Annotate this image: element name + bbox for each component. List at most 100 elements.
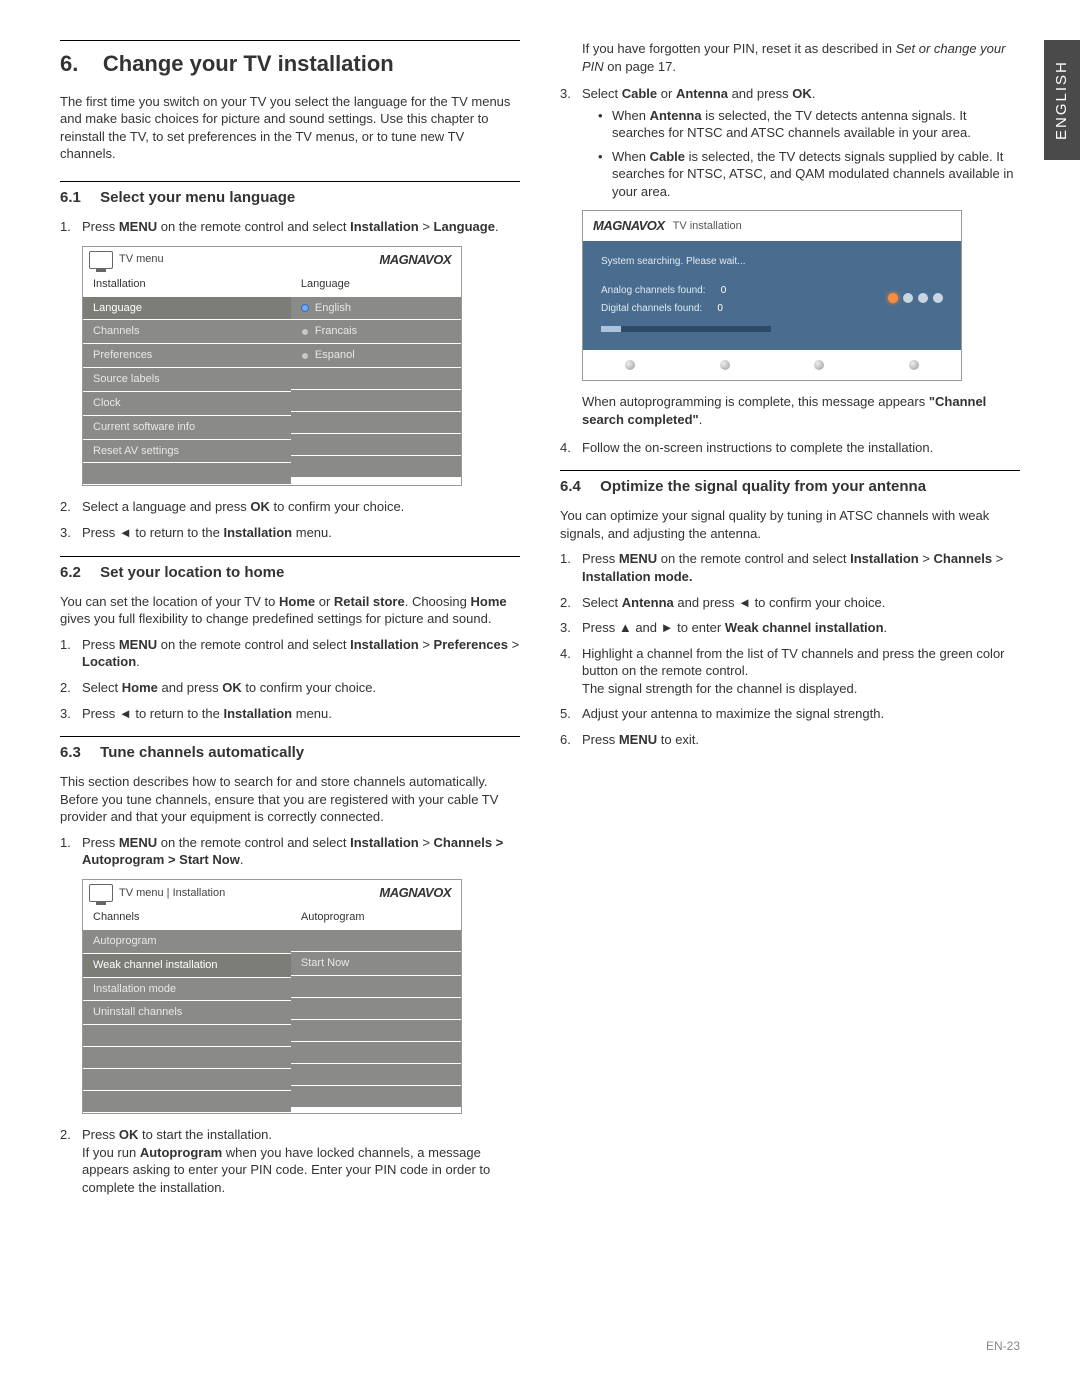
text: Espanol <box>315 348 355 363</box>
digital-label: Digital channels found: <box>601 303 702 314</box>
arrow-left-icon: ◄ <box>119 706 132 721</box>
text: or <box>657 86 676 101</box>
text: OK <box>792 86 812 101</box>
step-6-1-3: 3. Press ◄ to return to the Installation… <box>60 524 520 542</box>
text: and press <box>158 680 222 695</box>
text: menu. <box>292 525 332 540</box>
text: to confirm your choice. <box>751 595 885 610</box>
scan-body: System searching. Please wait... Analog … <box>583 241 961 351</box>
dot-icon <box>903 293 913 303</box>
text: Installation <box>350 637 419 652</box>
text: and press <box>728 86 792 101</box>
text: Language <box>434 219 495 234</box>
step-6-4-1: 1. Press MENU on the remote control and … <box>560 550 1020 585</box>
text: Autoprogram <box>140 1145 222 1160</box>
bullet-cable: When Cable is selected, the TV detects s… <box>598 148 1020 201</box>
menu-item-empty <box>83 1069 291 1091</box>
text: Cable <box>622 86 657 101</box>
menu-item-empty <box>291 412 461 434</box>
menu-item-empty <box>83 1025 291 1047</box>
step-6-2-2: 2. Select Home and press OK to confirm y… <box>60 679 520 697</box>
text: Press <box>82 706 119 721</box>
language-tab: ENGLISH <box>1044 40 1080 160</box>
menu-item-language: Language <box>83 297 291 321</box>
text: If you run <box>82 1145 140 1160</box>
step-6-4-3: 3. Press ▲ and ► to enter Weak channel i… <box>560 619 1020 637</box>
step-6-2-3: 3. Press ◄ to return to the Installation… <box>60 705 520 723</box>
dot-icon <box>933 293 943 303</box>
menu-left-panel: Channels Autoprogram Weak channel instal… <box>83 906 291 1113</box>
text: Press <box>82 525 119 540</box>
analog-value: 0 <box>712 282 736 300</box>
dot-icon <box>918 293 928 303</box>
text: Antenna <box>650 108 702 123</box>
menu-item-weak-channel: Weak channel installation <box>83 954 291 978</box>
text: Select a language and press <box>82 499 250 514</box>
arrow-up-icon: ▲ <box>619 620 632 635</box>
text: Retail store <box>334 594 405 609</box>
tv-icon <box>89 884 113 902</box>
menu-header: TV menu | Installation MAGNAVOX <box>83 880 461 906</box>
step-6-4-2: 2. Select Antenna and press ◄ to confirm… <box>560 594 1020 612</box>
tv-icon <box>89 251 113 269</box>
pin-note: If you have forgotten your PIN, reset it… <box>560 40 1020 75</box>
section-6-2-heading: 6.2 Set your location to home <box>60 556 520 583</box>
step-6-1-1: 1. Press MENU on the remote control and … <box>60 218 520 236</box>
section-6-title: 6. Change your TV installation <box>60 40 520 79</box>
menu-item-uninstall: Uninstall channels <box>83 1001 291 1025</box>
menu-item-empty <box>291 976 461 998</box>
text: Follow the on-screen instructions to com… <box>582 440 933 455</box>
section-6-2-num: 6.2 <box>60 563 96 583</box>
arrow-right-icon: ► <box>661 620 674 635</box>
text: Press <box>582 551 619 566</box>
text: > <box>419 835 434 850</box>
section-6-1-title: Select your menu language <box>100 189 295 206</box>
section-6-1-num: 6.1 <box>60 188 96 208</box>
text: Select <box>582 86 622 101</box>
text: You can set the location of your TV to <box>60 594 279 609</box>
menu-item-reset-av: Reset AV settings <box>83 440 291 464</box>
text: to return to the <box>132 525 224 540</box>
text: MENU <box>119 219 157 234</box>
text: . <box>136 654 140 669</box>
menu-item-software-info: Current software info <box>83 416 291 440</box>
menu-item-install-mode: Installation mode <box>83 978 291 1002</box>
text: English <box>315 301 351 316</box>
text: Highlight a channel from the list of TV … <box>582 646 1005 679</box>
scan-complete-note: When autoprogramming is complete, this m… <box>560 393 1020 428</box>
text: When <box>612 149 650 164</box>
text: on the remote control and select <box>157 637 350 652</box>
text: or <box>315 594 334 609</box>
lang-option-espanol: Espanol <box>291 344 461 368</box>
text: on the remote control and select <box>157 219 350 234</box>
text: OK <box>119 1127 139 1142</box>
indicator-dots <box>888 293 943 303</box>
menu-item-autoprogram: Autoprogram <box>83 930 291 954</box>
step-6-4-4: 4. Highlight a channel from the list of … <box>560 645 1020 698</box>
text: Antenna <box>622 595 674 610</box>
menu-item-empty <box>291 1020 461 1042</box>
section-6-2-title: Set your location to home <box>100 564 284 581</box>
section-6-3-title: Tune channels automatically <box>100 744 304 761</box>
menu-item-preferences: Preferences <box>83 344 291 368</box>
analog-label: Analog channels found: <box>601 285 706 296</box>
text: If you have forgotten your PIN, reset it… <box>582 41 896 56</box>
menu-item-empty <box>291 1064 461 1086</box>
section-6-4-num: 6.4 <box>560 477 596 497</box>
step-right-4: 4. Follow the on-screen instructions to … <box>560 439 1020 457</box>
text: Select <box>582 595 622 610</box>
section-6-3-num: 6.3 <box>60 743 96 763</box>
text: to enter <box>674 620 725 635</box>
text: MENU <box>119 637 157 652</box>
progress-fill <box>601 326 621 332</box>
menu-left-title: Channels <box>83 906 291 930</box>
button-icon <box>909 360 919 370</box>
text: . <box>240 852 244 867</box>
section-6-3-heading: 6.3 Tune channels automatically <box>60 736 520 763</box>
digital-value: 0 <box>708 300 732 318</box>
menu-left-panel: Installation Language Channels Preferenc… <box>83 273 291 486</box>
text: Preferences <box>434 637 508 652</box>
dot-icon <box>888 293 898 303</box>
menu-item-empty <box>291 368 461 390</box>
section-6-4-title: Optimize the signal quality from your an… <box>600 478 926 495</box>
